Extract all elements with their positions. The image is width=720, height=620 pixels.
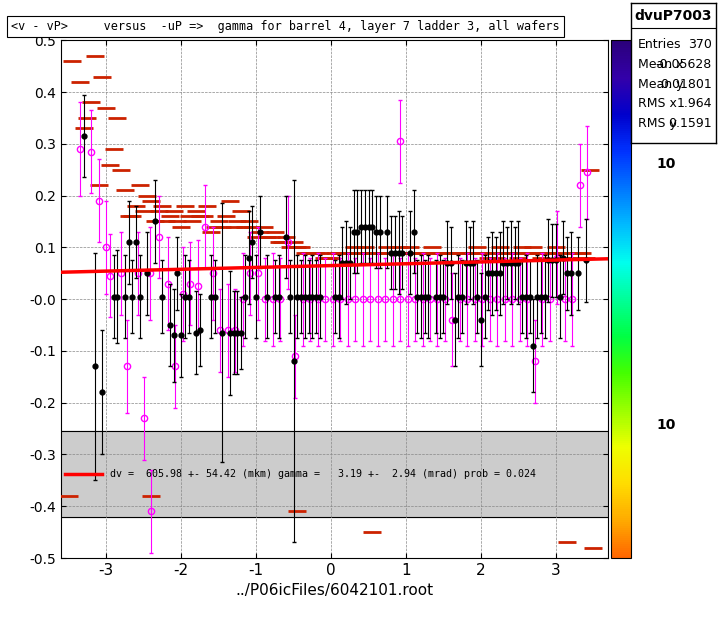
Text: dvuP7003: dvuP7003 bbox=[635, 9, 712, 23]
Text: 1.964: 1.964 bbox=[677, 97, 712, 110]
Text: 0.01801: 0.01801 bbox=[660, 78, 712, 91]
Text: Mean y: Mean y bbox=[638, 78, 683, 91]
Bar bbox=[61, 431, 608, 516]
Text: -0.05628: -0.05628 bbox=[656, 58, 712, 71]
Text: Mean x: Mean x bbox=[638, 58, 683, 71]
Text: RMS y: RMS y bbox=[638, 117, 677, 130]
Text: <v - vP>     versus  -uP =>  gamma for barrel 4, layer 7 ladder 3, all wafers: <v - vP> versus -uP => gamma for barrel … bbox=[11, 20, 559, 33]
X-axis label: ../P06icFiles/6042101.root: ../P06icFiles/6042101.root bbox=[235, 583, 434, 598]
Text: Entries: Entries bbox=[638, 38, 681, 51]
Text: 0.1591: 0.1591 bbox=[668, 117, 712, 130]
Text: 10: 10 bbox=[657, 418, 676, 432]
Text: RMS x: RMS x bbox=[638, 97, 677, 110]
Text: dv =  605.98 +- 54.42 (mkm) gamma =   3.19 +-  2.94 (mrad) prob = 0.024: dv = 605.98 +- 54.42 (mkm) gamma = 3.19 … bbox=[110, 469, 536, 479]
Text: 370: 370 bbox=[688, 38, 712, 51]
Text: 10: 10 bbox=[657, 157, 676, 171]
